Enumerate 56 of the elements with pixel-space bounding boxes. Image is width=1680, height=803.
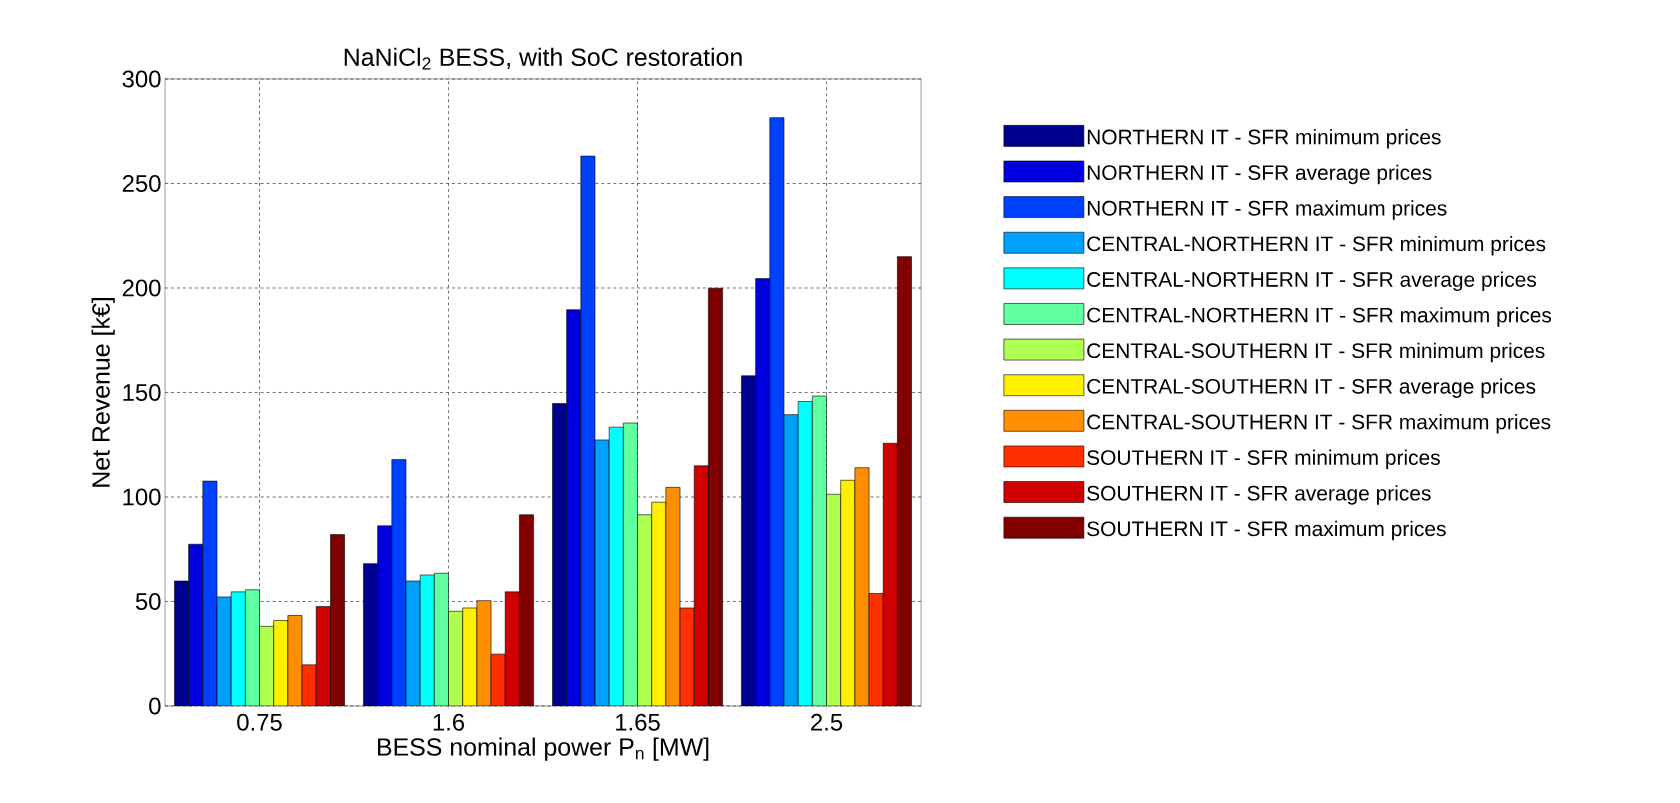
bar <box>230 591 246 706</box>
bar <box>273 620 289 706</box>
bar <box>391 459 407 706</box>
x-tick-label: 1.65 <box>616 713 660 731</box>
x-axis-title: BESS nominal power P$_{n}$ [MW] <box>378 737 709 761</box>
x-tick-label: 1.6 <box>433 713 465 731</box>
legend-label: NORTHERN IT - SFR average prices <box>1087 164 1432 185</box>
bar <box>580 155 596 706</box>
bar <box>315 606 331 706</box>
bar <box>188 543 204 706</box>
y-tick-label: 0 <box>149 697 161 715</box>
y-tick-label: 150 <box>123 384 161 401</box>
y-tick-label: 50 <box>135 593 161 610</box>
bar <box>840 479 856 706</box>
bar <box>826 493 841 706</box>
bar <box>882 442 898 706</box>
bar <box>812 395 827 706</box>
bar <box>868 593 884 706</box>
x-tick-label: 0.75 <box>237 713 282 731</box>
legend-label: CENTRAL-SOUTHERN IT - SFR minimum prices <box>1087 342 1545 363</box>
bar <box>448 611 463 706</box>
bar <box>566 309 582 706</box>
bar <box>623 422 638 706</box>
bar <box>419 574 435 706</box>
y-tick-label: 200 <box>122 279 161 297</box>
legend-label: NORTHERN IT - SFR maximum prices <box>1087 200 1447 220</box>
chart-title: NaNiCl$_{2}$ BESS, with SoC restoration <box>344 47 742 70</box>
bar <box>679 607 695 706</box>
legend-label: CENTRAL-NORTHERN IT - SFR minimum prices <box>1087 235 1546 256</box>
legend-label: CENTRAL-NORTHERN IT - SFR maximum prices <box>1087 307 1552 327</box>
x-tick-label: 2.5 <box>811 713 843 731</box>
y-axis-title: Net Revenue [k€] <box>91 298 115 487</box>
y-tick-label: 300 <box>122 70 161 88</box>
legend-label: SOUTHERN IT - SFR minimum prices <box>1087 449 1440 470</box>
bar <box>769 117 785 706</box>
legend-label: CENTRAL-NORTHERN IT - SFR average prices <box>1087 271 1537 292</box>
bar <box>377 525 393 706</box>
bar <box>797 401 813 706</box>
bar <box>434 572 449 706</box>
legend-label: SOUTHERN IT - SFR maximum prices <box>1087 520 1446 541</box>
legend-label: CENTRAL-SOUTHERN IT - SFR maximum prices <box>1087 414 1551 434</box>
bar <box>608 426 624 706</box>
bar <box>504 591 520 706</box>
bar <box>259 626 274 706</box>
bar <box>637 514 652 706</box>
bar <box>693 465 709 706</box>
bar <box>245 589 260 706</box>
bar <box>651 501 667 706</box>
legend-label: SOUTHERN IT - SFR average prices <box>1087 485 1431 505</box>
y-tick-label: 100 <box>123 488 161 506</box>
y-tick-label: 250 <box>122 175 161 192</box>
bar <box>755 278 771 706</box>
bar <box>462 607 478 706</box>
legend-label: CENTRAL-SOUTHERN IT - SFR average prices <box>1087 378 1536 398</box>
legend-label: NORTHERN IT - SFR minimum prices <box>1087 129 1441 149</box>
bar <box>202 480 218 706</box>
